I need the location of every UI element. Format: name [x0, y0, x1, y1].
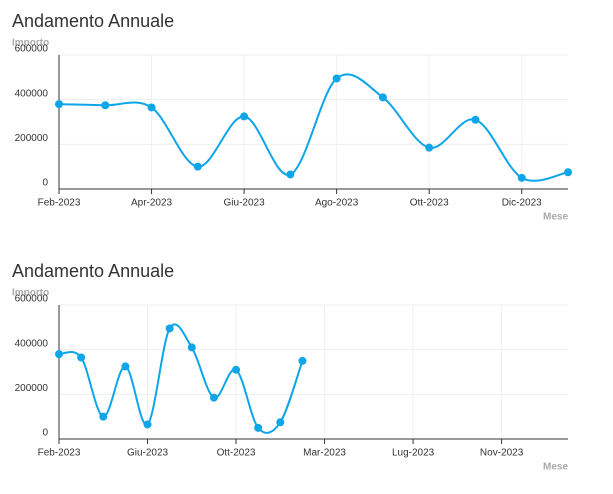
point	[101, 101, 110, 110]
y-axis-title: Importo	[12, 288, 49, 299]
x-tick-label: Ott-2023	[217, 448, 256, 459]
point	[425, 143, 434, 152]
line	[58, 323, 304, 434]
chart-title: Andamento Annuale	[12, 11, 174, 31]
point	[55, 100, 63, 109]
x-tick-label: Dic-2023	[502, 198, 542, 209]
point	[254, 423, 263, 432]
point	[99, 412, 108, 421]
point	[240, 112, 249, 121]
x-tick-label: Feb-2023	[38, 448, 81, 459]
point	[187, 343, 196, 352]
point	[276, 418, 285, 427]
x-tick-label: Lug-2023	[392, 448, 435, 459]
point	[232, 365, 241, 374]
x-tick-label: Feb-2023	[38, 198, 81, 209]
point	[209, 393, 218, 402]
point	[121, 362, 130, 371]
line	[58, 73, 569, 182]
x-tick-label: Nov-2023	[480, 448, 524, 459]
point	[143, 420, 152, 429]
point	[147, 103, 156, 112]
y-axis-title: Importo	[12, 38, 49, 49]
y-tick-label: 400000	[15, 338, 49, 349]
x-tick-label: Ago-2023	[315, 198, 359, 209]
point	[298, 356, 307, 365]
y-tick-label: 400000	[15, 88, 49, 99]
x-axis-title: Mese	[543, 212, 568, 223]
point	[378, 93, 387, 102]
point	[332, 74, 341, 83]
x-tick-label: Apr-2023	[131, 198, 173, 209]
point	[517, 173, 526, 182]
y-tick-label: 0	[42, 178, 48, 189]
y-tick-label: 200000	[15, 133, 49, 144]
point	[165, 324, 174, 333]
y-tick-label: 600000	[15, 294, 49, 305]
point	[564, 168, 572, 177]
x-axis-title: Mese	[543, 462, 568, 473]
y-tick-label: 600000	[15, 44, 49, 55]
point	[286, 170, 295, 179]
point	[77, 353, 86, 362]
point	[55, 350, 63, 359]
x-tick-label: Mar-2023	[303, 448, 346, 459]
y-tick-label: 200000	[15, 383, 49, 394]
x-tick-label: Ott-2023	[410, 198, 449, 209]
point	[471, 115, 480, 124]
point	[193, 162, 202, 171]
y-tick-label: 0	[42, 428, 48, 439]
x-tick-label: Giu-2023	[224, 198, 266, 209]
chart-title: Andamento Annuale	[12, 261, 174, 281]
x-tick-label: Giu-2023	[127, 448, 169, 459]
